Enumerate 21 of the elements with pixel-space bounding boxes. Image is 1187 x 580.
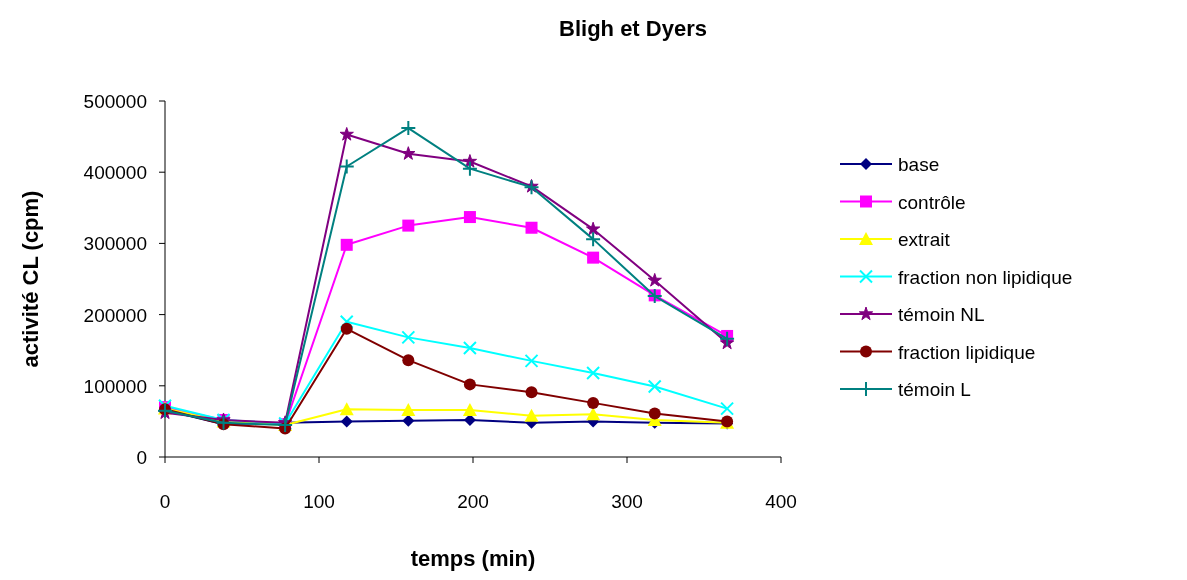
legend-label: témoin NL <box>898 304 985 325</box>
y-tick-label: 200000 <box>83 304 147 326</box>
x-tick-label: 0 <box>159 491 171 512</box>
x-tick-label: 400 <box>765 491 797 512</box>
legend-label: contrôle <box>898 191 966 213</box>
legend-label: témoin L <box>898 379 971 400</box>
chart-title: Bligh et Dyers <box>559 16 707 41</box>
x-tick-label: 200 <box>457 491 489 512</box>
x-tick-label: 300 <box>611 491 643 512</box>
y-axis-title: activité CL (cpm) <box>18 190 43 368</box>
x-tick-label: 100 <box>303 491 335 512</box>
y-tick-label: 500000 <box>83 91 147 112</box>
legend-label: extrait <box>898 229 951 250</box>
y-tick-label: 100000 <box>83 375 147 397</box>
y-tick-label: 300000 <box>83 233 147 255</box>
y-tick-label: 0 <box>136 447 147 468</box>
y-tick-label: 400000 <box>83 162 147 184</box>
legend-label: fraction lipidique <box>898 341 1036 363</box>
x-axis-title: temps (min) <box>410 546 536 571</box>
legend-label: fraction non lipidique <box>898 266 1073 288</box>
legend-label: base <box>898 154 940 175</box>
